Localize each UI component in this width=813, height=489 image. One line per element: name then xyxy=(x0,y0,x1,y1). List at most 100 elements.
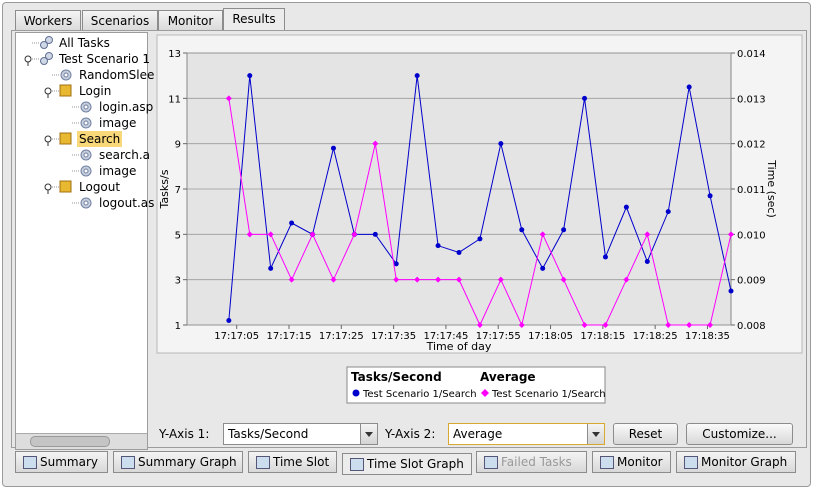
tab-icon xyxy=(600,456,614,469)
reset-button[interactable]: Reset xyxy=(613,423,678,445)
point xyxy=(393,261,399,267)
point xyxy=(665,209,671,215)
tree-node[interactable]: logout.as xyxy=(99,196,155,210)
point xyxy=(309,231,316,238)
folder-icon xyxy=(59,132,72,145)
gear-hub xyxy=(83,200,89,206)
y-tick-label: 5 xyxy=(175,230,181,241)
bottom-tab[interactable]: Monitor Graph xyxy=(676,451,796,473)
tab-label: Summary xyxy=(40,455,98,469)
tab-label: Monitor Graph xyxy=(701,455,788,469)
point xyxy=(414,73,420,79)
point xyxy=(728,288,734,294)
suite-icon xyxy=(45,52,53,60)
gear-hub xyxy=(83,152,89,158)
y-tick-label: 13 xyxy=(168,49,181,60)
point xyxy=(267,231,274,238)
tree-node[interactable]: Test Scenario 1 xyxy=(59,52,151,66)
bottom-tab[interactable]: Summary Graph xyxy=(113,451,243,473)
y-tick-label: 3 xyxy=(175,276,181,287)
tree-node[interactable]: image xyxy=(99,164,137,178)
gear-hub xyxy=(83,168,89,174)
point xyxy=(518,322,525,328)
dropdown-arrow[interactable] xyxy=(360,424,377,444)
bottom-tab[interactable]: Monitor xyxy=(592,451,671,473)
x-tick-label: 17:18:15 xyxy=(580,331,625,342)
point xyxy=(393,276,400,283)
point xyxy=(246,231,253,238)
point xyxy=(372,231,378,237)
point xyxy=(225,95,232,102)
y2-tick-label: 0.014 xyxy=(737,49,766,60)
suite-icon xyxy=(40,57,48,65)
bottom-tab[interactable]: Summary xyxy=(15,451,108,473)
point xyxy=(372,140,379,147)
tree-node[interactable]: image xyxy=(99,116,137,130)
tree-node[interactable]: Search xyxy=(77,131,123,147)
y2-tick-label: 0.012 xyxy=(737,140,766,151)
point xyxy=(561,227,567,233)
expander xyxy=(44,87,52,95)
point xyxy=(351,231,358,238)
point xyxy=(582,95,588,101)
point xyxy=(456,276,462,283)
point xyxy=(435,243,441,249)
y-axis-2-label: Y-Axis 2: xyxy=(385,427,436,441)
tree-node[interactable]: Login xyxy=(79,84,112,98)
legend xyxy=(346,366,606,404)
y-tick-label: 9 xyxy=(175,140,181,151)
tab-icon xyxy=(684,456,698,469)
point xyxy=(476,322,483,328)
suite-icon xyxy=(45,36,53,44)
tab-icon xyxy=(256,456,270,469)
select-value: Tasks/Second xyxy=(228,427,309,441)
tab[interactable]: Monitor xyxy=(158,10,223,32)
x-tick-label: 17:17:05 xyxy=(214,331,259,342)
y-tick-label: 11 xyxy=(168,94,181,105)
legend-label: Test Scenario 1/Search xyxy=(362,389,477,400)
tree-node[interactable]: All Tasks xyxy=(59,36,110,50)
point xyxy=(435,276,442,283)
tab[interactable]: Workers xyxy=(15,10,81,32)
tree-node[interactable]: RandomSlee xyxy=(79,68,155,82)
point xyxy=(686,322,693,328)
scroll-thumb[interactable] xyxy=(30,436,110,447)
arrow-glyph xyxy=(592,432,600,437)
point xyxy=(497,276,504,283)
point xyxy=(330,145,336,151)
point xyxy=(560,276,567,283)
point xyxy=(581,322,588,328)
tree-node[interactable]: search.a xyxy=(99,148,151,162)
tab-label: Failed Tasks xyxy=(501,455,572,469)
expander xyxy=(24,55,32,63)
point xyxy=(644,259,650,265)
point xyxy=(226,317,232,323)
point xyxy=(268,265,274,271)
dropdown-arrow[interactable] xyxy=(587,424,604,444)
point xyxy=(288,276,295,283)
tree-node[interactable]: Logout xyxy=(79,180,121,194)
point xyxy=(728,231,734,238)
customize-button[interactable]: Customize... xyxy=(686,423,793,445)
point xyxy=(456,249,462,255)
y-axis-1-select[interactable]: Tasks/Second xyxy=(223,423,378,445)
x-tick-label: 17:18:05 xyxy=(528,331,573,342)
tab[interactable]: Scenarios xyxy=(82,10,158,32)
horizontal-scrollbar[interactable] xyxy=(16,433,147,449)
bottom-tab[interactable]: Time Slot Graph xyxy=(342,453,472,475)
point xyxy=(540,265,546,271)
y-axis-2-select[interactable]: Average xyxy=(448,423,605,445)
point xyxy=(707,193,713,199)
tab[interactable]: Results xyxy=(223,8,285,32)
chart-panel: Time of day Tasks/s Time (sec) Tasks/Sec… xyxy=(155,32,805,420)
point xyxy=(519,227,525,233)
legend-title: Average xyxy=(480,370,536,384)
legend-title: Tasks/Second xyxy=(351,370,442,384)
point xyxy=(644,231,651,238)
bottom-tab[interactable]: Time Slot xyxy=(248,451,337,473)
point xyxy=(623,204,629,210)
legend-marker xyxy=(352,389,360,397)
tab-label: Time Slot xyxy=(273,455,330,469)
point xyxy=(665,322,672,328)
tree-node[interactable]: login.asp xyxy=(99,100,154,114)
